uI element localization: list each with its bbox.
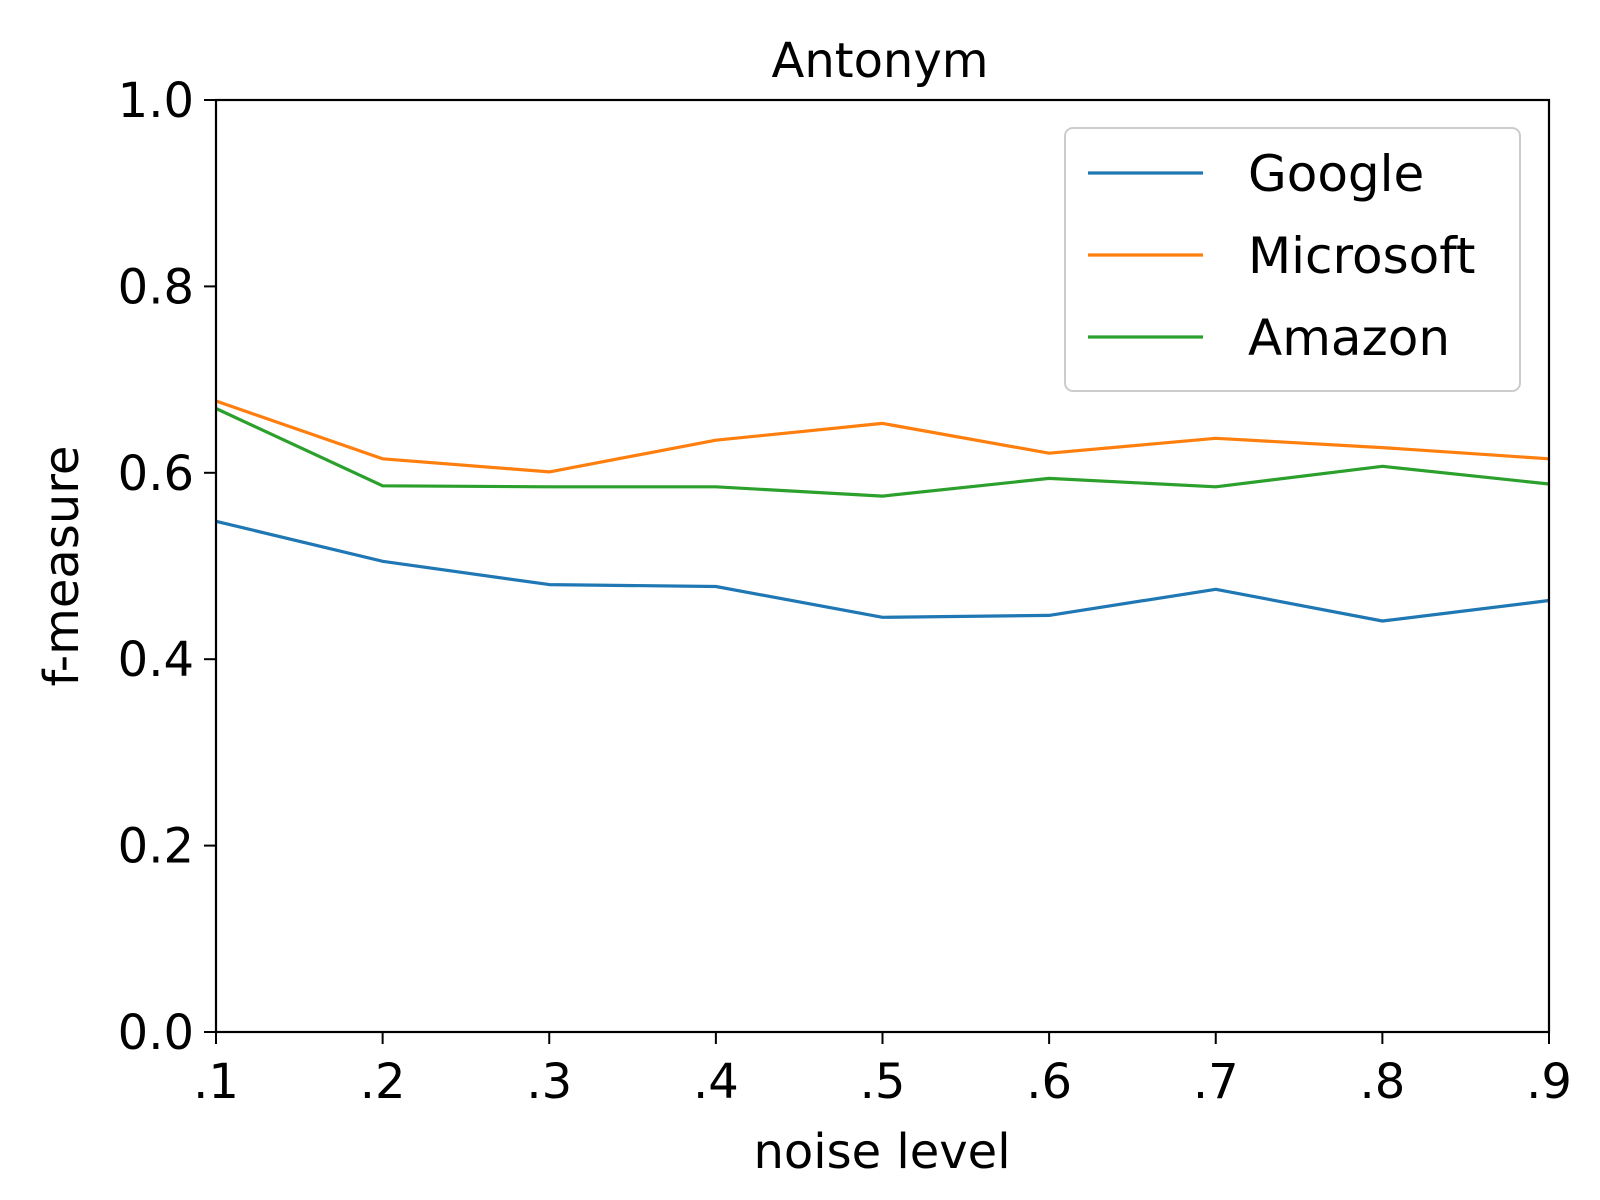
y-tick-label: 1.0 xyxy=(118,73,194,129)
y-axis-label: f-measure xyxy=(34,446,90,687)
legend-label-amazon: Amazon xyxy=(1248,309,1450,367)
x-axis-label: noise level xyxy=(753,1124,1010,1180)
series-lines xyxy=(215,399,1550,623)
chart-title: Antonym xyxy=(771,33,988,89)
legend: Google Microsoft Amazon xyxy=(1064,127,1521,392)
series-line-google xyxy=(215,519,1550,623)
y-tick-label: 0.6 xyxy=(118,446,194,502)
y-tick-label: 0.2 xyxy=(118,819,194,875)
x-tick-label: .7 xyxy=(1193,1054,1239,1110)
x-axis: .1 .2 .3 .4 .5 .6 .7 .8 .9 xyxy=(193,1032,1572,1110)
x-tick-label: .5 xyxy=(860,1054,906,1110)
legend-frame xyxy=(1064,127,1521,392)
x-tick-label: .2 xyxy=(360,1054,406,1110)
legend-label-microsoft: Microsoft xyxy=(1248,227,1476,285)
plot-frame xyxy=(214,98,1551,1034)
x-tick-label: .1 xyxy=(193,1054,239,1110)
y-tick-label: 0.4 xyxy=(118,632,194,688)
x-tick-label: .8 xyxy=(1359,1054,1405,1110)
x-tick-label: .6 xyxy=(1026,1054,1072,1110)
x-tick-label: .4 xyxy=(693,1054,739,1110)
y-axis: 0.0 0.2 0.4 0.6 0.8 1.0 xyxy=(118,73,216,1061)
x-tick-label: .3 xyxy=(526,1054,572,1110)
y-tick-label: 0.0 xyxy=(118,1005,194,1061)
x-tick-label: .9 xyxy=(1526,1054,1572,1110)
y-tick-label: 0.8 xyxy=(118,259,194,315)
legend-label-google: Google xyxy=(1248,145,1424,203)
